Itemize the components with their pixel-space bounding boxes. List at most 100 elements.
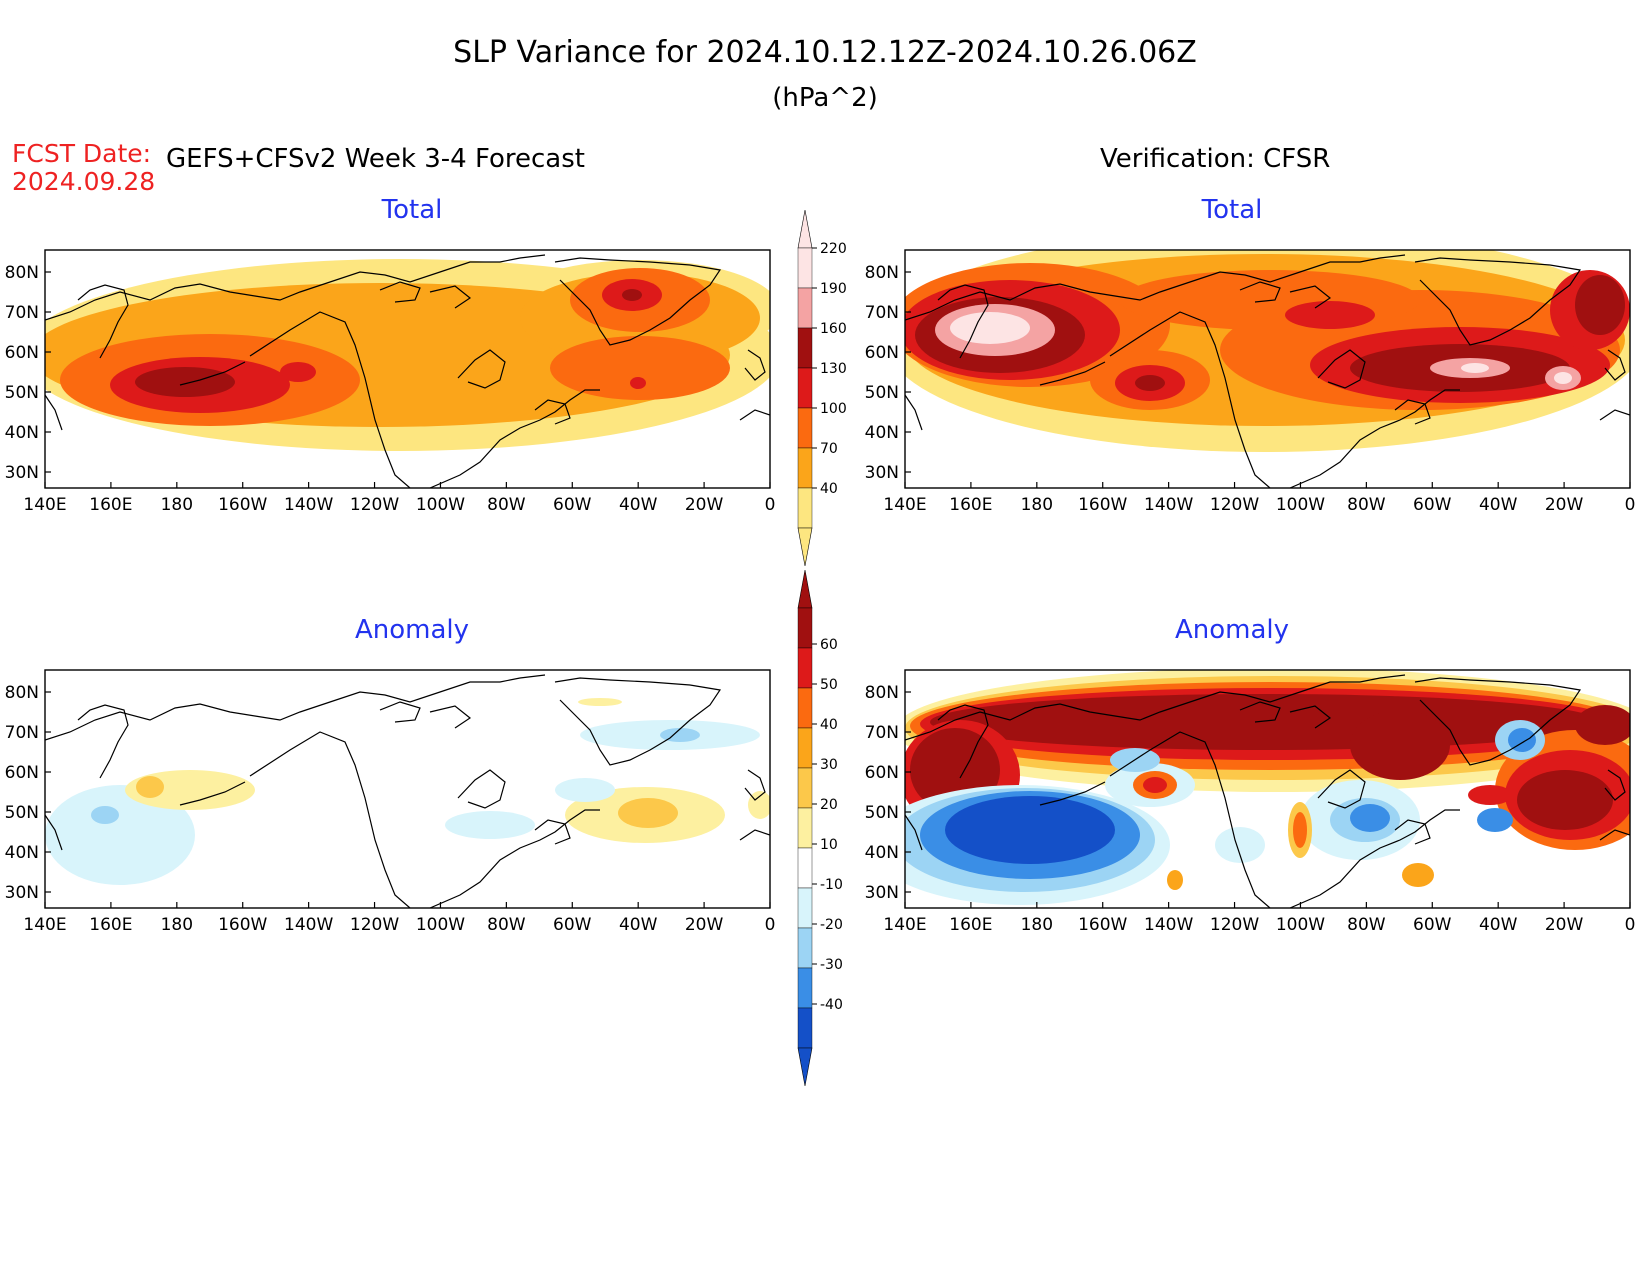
lon-label: 0 (1625, 495, 1636, 515)
lon-label: 140W (284, 495, 333, 515)
lat-label: 40N (5, 423, 39, 443)
lat-label: 30N (5, 883, 39, 903)
lon-label: 140E (883, 915, 926, 935)
lon-label: 20W (1545, 915, 1584, 935)
lon-label: 140E (883, 495, 926, 515)
lon-label: 140W (1144, 915, 1193, 935)
colorbar-segment (797, 767, 813, 809)
lon-label: 100W (1276, 495, 1325, 515)
colorbar-cap-bottom (797, 527, 813, 567)
field-forecast-total (45, 259, 770, 451)
lon-label: 20W (1545, 495, 1584, 515)
lon-label: 160W (1078, 495, 1127, 515)
lon-label: 40W (1479, 915, 1518, 935)
lon-label: 180 (1021, 915, 1053, 935)
lat-label: 50N (865, 803, 899, 823)
colorbar-label: 60 (820, 637, 838, 653)
panel-title-verification-total: Total (1201, 195, 1263, 225)
lon-label: 160W (218, 495, 267, 515)
coastlines-verification-anomaly (905, 674, 1630, 908)
lat-label: 50N (5, 383, 39, 403)
lon-label: 100W (1276, 915, 1325, 935)
colorbar-segment (797, 727, 813, 769)
lat-label: 70N (865, 303, 899, 323)
lon-label: 60W (1413, 915, 1452, 935)
lon-label: 80W (487, 915, 526, 935)
lat-label: 80N (865, 263, 899, 283)
panel-title-forecast-anomaly: Anomaly (355, 615, 469, 645)
colorbar-label: 190 (820, 281, 847, 297)
lon-label: 0 (765, 915, 776, 935)
lat-label: 80N (5, 263, 39, 283)
colorbar-segment (797, 887, 813, 929)
lon-label: 80W (1347, 495, 1386, 515)
lat-label: 80N (865, 683, 899, 703)
lon-label: 60W (553, 915, 592, 935)
lon-label: 20W (685, 915, 724, 935)
lon-label: 180 (161, 915, 193, 935)
colorbar-cap-bottom (797, 1047, 813, 1087)
lon-label: 40W (619, 915, 658, 935)
colorbar-segment (797, 367, 813, 409)
lat-label: 50N (5, 803, 39, 823)
colorbar-segment (797, 927, 813, 969)
right-header: Verification: CFSR (1100, 144, 1330, 174)
lat-label: 60N (865, 343, 899, 363)
colorbar-segment (797, 687, 813, 729)
lon-label: 160W (218, 915, 267, 935)
map-forecast-anomaly: 140E 160E 180 160W 140W 120W 100W 80W 60W 40W 20W 0… (5, 669, 776, 935)
colorbar-anomaly: 60 50 40 30 20 10 -10 -20 -30 -40 (797, 569, 843, 1087)
lon-label: 160E (949, 915, 992, 935)
coastlines-forecast-total (45, 254, 770, 488)
lat-label: 80N (5, 683, 39, 703)
lon-label: 120W (350, 495, 399, 515)
lon-label: 140W (1144, 495, 1193, 515)
left-header: GEFS+CFSv2 Week 3-4 Forecast (166, 144, 585, 174)
lat-label: 60N (865, 763, 899, 783)
lon-label: 100W (416, 495, 465, 515)
lon-label: 0 (765, 495, 776, 515)
map-forecast-total: 140E 160E 180 160W 140W 120W 100W 80W 60W 40W 20W 0… (5, 249, 776, 515)
colorbar-segment (797, 967, 813, 1009)
fcst-date-label: FCST Date: (12, 139, 151, 168)
colorbar-label: -20 (820, 917, 843, 933)
field-verification-total (905, 250, 1630, 452)
map-verification-total: 140E 160E 180 160W 140W 120W 100W 80W 60W 40W 20W 0… (865, 249, 1636, 515)
colorbar-segment (797, 247, 813, 289)
lon-label: 80W (487, 495, 526, 515)
colorbar-segment (797, 407, 813, 449)
lon-label: 140E (23, 915, 66, 935)
lon-label: 120W (1210, 915, 1259, 935)
lat-label: 30N (865, 463, 899, 483)
map-verification-anomaly: 140E 160E 180 160W 140W 120W 100W 80W 60W 40W 20W 0… (865, 669, 1636, 935)
panel-title-verification-anomaly: Anomaly (1175, 615, 1289, 645)
field-verification-anomaly (905, 670, 1630, 905)
lon-label: 40W (619, 495, 658, 515)
axes-forecast-anomaly: 140E 160E 180 160W 140W 120W 100W 80W 60W 40W 20W 0… (5, 683, 776, 935)
colorbar-label: 30 (820, 757, 838, 773)
fcst-date-value: 2024.09.28 (12, 167, 155, 196)
lat-label: 40N (865, 423, 899, 443)
axes-verification-anomaly: 140E 160E 180 160W 140W 120W 100W 80W 60W 40W 20W 0… (865, 683, 1636, 935)
lon-label: 80W (1347, 915, 1386, 935)
lon-label: 160E (89, 495, 132, 515)
colorbar-label: 50 (820, 677, 838, 693)
lon-label: 120W (1210, 495, 1259, 515)
colorbar-label: 10 (820, 837, 838, 853)
coastlines-forecast-anomaly (45, 674, 770, 908)
colorbar-label: 20 (820, 797, 838, 813)
lon-label: 20W (685, 495, 724, 515)
lon-label: 160W (1078, 915, 1127, 935)
lon-label: 140W (284, 915, 333, 935)
lon-label: 180 (161, 495, 193, 515)
colorbar-segment (797, 487, 813, 529)
colorbar-label: 40 (820, 481, 838, 497)
lon-label: 0 (1625, 915, 1636, 935)
lat-label: 30N (865, 883, 899, 903)
colorbar-cap-top (797, 569, 813, 609)
lon-label: 160E (949, 495, 992, 515)
colorbar-cap-top (797, 209, 813, 249)
colorbar-segment (797, 447, 813, 489)
lat-label: 60N (5, 763, 39, 783)
